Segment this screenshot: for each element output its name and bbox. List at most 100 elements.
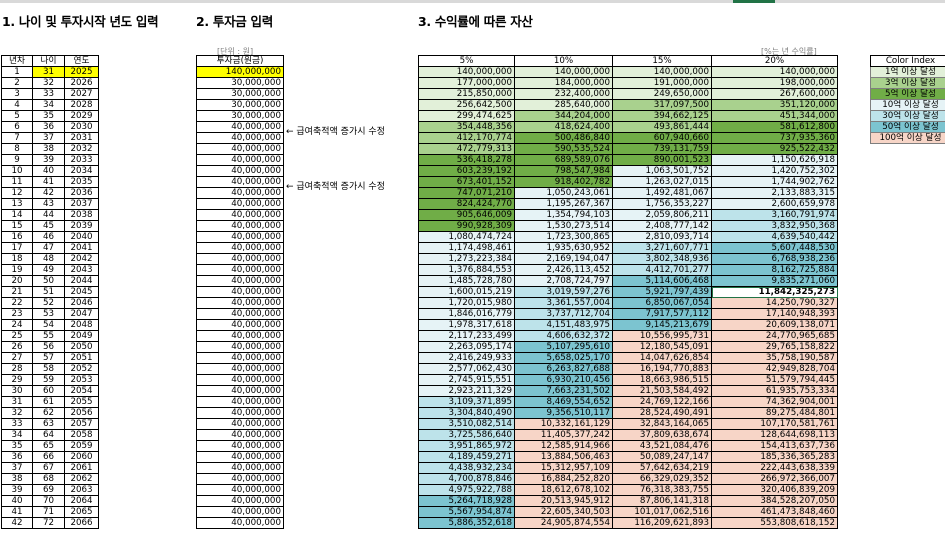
asset-5pct-cell[interactable]: 747,071,210 (418, 187, 515, 199)
asset-15pct-cell[interactable]: 57,642,634,219 (612, 462, 712, 474)
year-cell[interactable]: 2042 (64, 253, 99, 265)
asset-15pct-cell[interactable]: 16,194,770,883 (612, 363, 712, 375)
year-cell[interactable]: 2054 (64, 385, 99, 397)
asset-5pct-cell[interactable]: 1,080,474,724 (418, 231, 515, 243)
year-no-cell[interactable]: 19 (1, 264, 33, 276)
year-cell[interactable]: 2040 (64, 231, 99, 243)
year-cell[interactable]: 2045 (64, 286, 99, 298)
asset-20pct-cell[interactable]: 351,120,000 (711, 99, 838, 111)
asset-10pct-cell[interactable]: 140,000,000 (514, 66, 613, 78)
age-cell[interactable]: 51 (32, 286, 65, 298)
asset-5pct-cell[interactable]: 5,567,954,874 (418, 506, 515, 518)
year-no-cell[interactable]: 38 (1, 473, 33, 485)
asset-10pct-cell[interactable]: 689,589,076 (514, 154, 613, 166)
asset-10pct-cell[interactable]: 6,263,827,688 (514, 363, 613, 375)
investment-cell[interactable]: 40,000,000 (196, 231, 284, 243)
asset-20pct-cell[interactable]: 5,607,448,530 (711, 242, 838, 254)
year-no-cell[interactable]: 30 (1, 385, 33, 397)
asset-15pct-cell[interactable]: 116,209,621,893 (612, 517, 712, 529)
age-cell[interactable]: 50 (32, 275, 65, 287)
year-cell[interactable]: 2033 (64, 154, 99, 166)
asset-15pct-cell[interactable]: 37,809,638,674 (612, 429, 712, 441)
asset-5pct-cell[interactable]: 3,725,586,640 (418, 429, 515, 441)
asset-20pct-cell[interactable]: 154,413,637,736 (711, 440, 838, 452)
year-no-cell[interactable]: 39 (1, 484, 33, 496)
asset-10pct-cell[interactable]: 1,354,794,103 (514, 209, 613, 221)
asset-5pct-cell[interactable]: 3,304,840,490 (418, 407, 515, 419)
asset-15pct-cell[interactable]: 12,180,545,091 (612, 341, 712, 353)
asset-20pct-cell[interactable]: 89,275,484,801 (711, 407, 838, 419)
asset-20pct-cell[interactable]: 140,000,000 (711, 66, 838, 78)
year-cell[interactable]: 2038 (64, 209, 99, 221)
asset-15pct-cell[interactable]: 191,000,000 (612, 77, 712, 89)
age-cell[interactable]: 63 (32, 418, 65, 430)
age-cell[interactable]: 62 (32, 407, 65, 419)
asset-10pct-cell[interactable]: 9,356,510,117 (514, 407, 613, 419)
asset-15pct-cell[interactable]: 394,662,125 (612, 110, 712, 122)
asset-15pct-cell[interactable]: 249,650,000 (612, 88, 712, 100)
asset-20pct-cell[interactable]: 1,744,902,762 (711, 176, 838, 188)
asset-20pct-cell[interactable]: 24,770,965,685 (711, 330, 838, 342)
investment-cell[interactable]: 40,000,000 (196, 176, 284, 188)
asset-15pct-cell[interactable]: 32,843,164,065 (612, 418, 712, 430)
age-cell[interactable]: 71 (32, 506, 65, 518)
asset-10pct-cell[interactable]: 22,605,340,503 (514, 506, 613, 518)
asset-10pct-cell[interactable]: 418,624,400 (514, 121, 613, 133)
asset-10pct-cell[interactable]: 1,935,630,952 (514, 242, 613, 254)
investment-cell[interactable]: 30,000,000 (196, 99, 284, 111)
investment-cell[interactable]: 40,000,000 (196, 297, 284, 309)
asset-10pct-cell[interactable]: 590,535,524 (514, 143, 613, 155)
asset-5pct-cell[interactable]: 472,779,313 (418, 143, 515, 155)
age-cell[interactable]: 48 (32, 253, 65, 265)
asset-10pct-cell[interactable]: 1,530,273,514 (514, 220, 613, 232)
investment-cell[interactable]: 40,000,000 (196, 429, 284, 441)
year-no-cell[interactable]: 29 (1, 374, 33, 386)
asset-20pct-cell[interactable]: 320,406,839,209 (711, 484, 838, 496)
age-cell[interactable]: 52 (32, 297, 65, 309)
age-cell[interactable]: 34 (32, 99, 65, 111)
asset-10pct-cell[interactable]: 13,884,506,463 (514, 451, 613, 463)
age-cell[interactable]: 60 (32, 385, 65, 397)
age-cell[interactable]: 61 (32, 396, 65, 408)
age-cell[interactable]: 55 (32, 330, 65, 342)
asset-10pct-cell[interactable]: 798,547,984 (514, 165, 613, 177)
asset-5pct-cell[interactable]: 5,886,352,618 (418, 517, 515, 529)
year-cell[interactable]: 2026 (64, 77, 99, 89)
year-no-cell[interactable]: 11 (1, 176, 33, 188)
age-cell[interactable]: 66 (32, 451, 65, 463)
asset-10pct-cell[interactable]: 10,332,161,129 (514, 418, 613, 430)
year-no-cell[interactable]: 32 (1, 407, 33, 419)
asset-15pct-cell[interactable]: 14,047,626,854 (612, 352, 712, 364)
asset-20pct-cell[interactable]: 51,579,794,445 (711, 374, 838, 386)
age-cell[interactable]: 59 (32, 374, 65, 386)
year-no-cell[interactable]: 4 (1, 99, 33, 111)
asset-5pct-cell[interactable]: 2,745,915,551 (418, 374, 515, 386)
asset-5pct-cell[interactable]: 4,189,459,271 (418, 451, 515, 463)
year-no-cell[interactable]: 6 (1, 121, 33, 133)
year-no-cell[interactable]: 28 (1, 363, 33, 375)
asset-20pct-cell[interactable]: 6,768,938,236 (711, 253, 838, 265)
asset-20pct-cell[interactable]: 8,162,725,884 (711, 264, 838, 276)
asset-20pct-cell[interactable]: 3,160,791,974 (711, 209, 838, 221)
asset-15pct-cell[interactable]: 66,329,029,352 (612, 473, 712, 485)
age-cell[interactable]: 64 (32, 429, 65, 441)
asset-15pct-cell[interactable]: 2,810,093,714 (612, 231, 712, 243)
asset-5pct-cell[interactable]: 673,401,152 (418, 176, 515, 188)
age-cell[interactable]: 54 (32, 319, 65, 331)
investment-cell[interactable]: 40,000,000 (196, 121, 284, 133)
year-no-cell[interactable]: 36 (1, 451, 33, 463)
investment-cell[interactable]: 30,000,000 (196, 110, 284, 122)
asset-5pct-cell[interactable]: 536,418,278 (418, 154, 515, 166)
age-cell[interactable]: 67 (32, 462, 65, 474)
asset-10pct-cell[interactable]: 1,195,267,367 (514, 198, 613, 210)
asset-10pct-cell[interactable]: 285,640,000 (514, 99, 613, 111)
asset-10pct-cell[interactable]: 4,151,483,975 (514, 319, 613, 331)
asset-5pct-cell[interactable]: 140,000,000 (418, 66, 515, 78)
year-no-cell[interactable]: 25 (1, 330, 33, 342)
year-cell[interactable]: 2061 (64, 462, 99, 474)
asset-20pct-cell[interactable]: 74,362,904,001 (711, 396, 838, 408)
investment-cell[interactable]: 40,000,000 (196, 286, 284, 298)
asset-10pct-cell[interactable]: 16,884,252,820 (514, 473, 613, 485)
year-no-cell[interactable]: 37 (1, 462, 33, 474)
investment-cell[interactable]: 40,000,000 (196, 143, 284, 155)
